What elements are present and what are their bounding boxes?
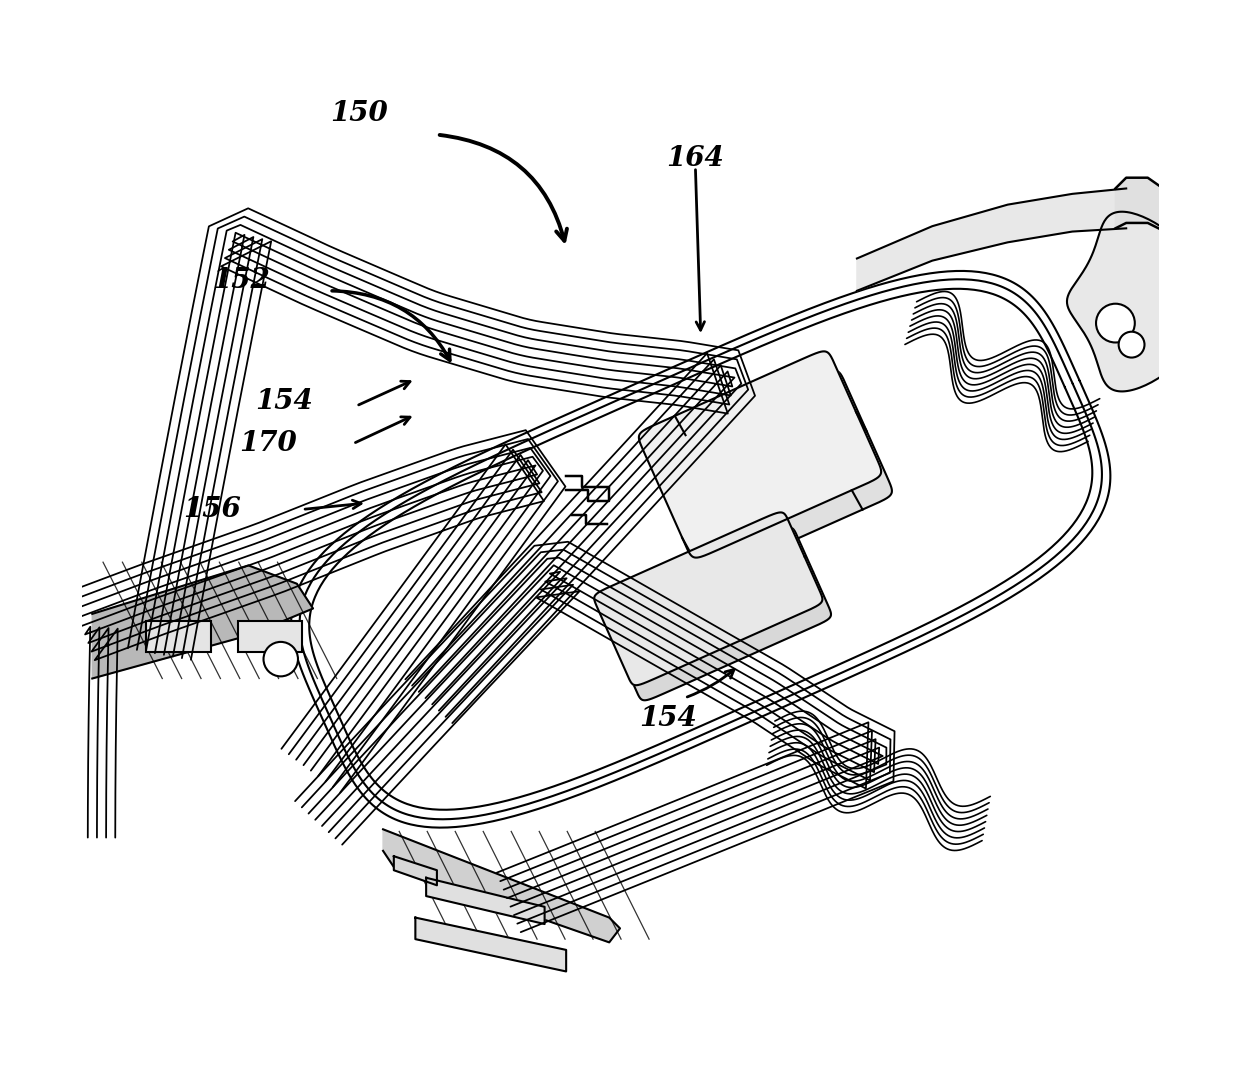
Polygon shape (1116, 178, 1158, 228)
Polygon shape (639, 351, 882, 558)
Polygon shape (394, 856, 436, 885)
Polygon shape (603, 528, 831, 700)
Polygon shape (415, 918, 567, 971)
Bar (238, 621, 303, 652)
Text: 154: 154 (640, 705, 697, 732)
Text: 170: 170 (239, 430, 296, 458)
Polygon shape (1066, 212, 1207, 391)
Circle shape (1096, 304, 1135, 342)
Polygon shape (857, 188, 1126, 291)
Polygon shape (650, 370, 892, 577)
Polygon shape (427, 878, 544, 924)
Polygon shape (383, 829, 620, 942)
Polygon shape (92, 565, 312, 679)
Circle shape (264, 642, 298, 676)
Circle shape (1118, 332, 1145, 358)
Text: 154: 154 (255, 388, 312, 416)
Text: 150: 150 (331, 99, 388, 127)
Text: 164: 164 (667, 145, 724, 172)
Text: 156: 156 (184, 495, 241, 523)
Text: 152: 152 (212, 266, 270, 294)
Bar (146, 621, 211, 652)
Polygon shape (594, 513, 822, 685)
